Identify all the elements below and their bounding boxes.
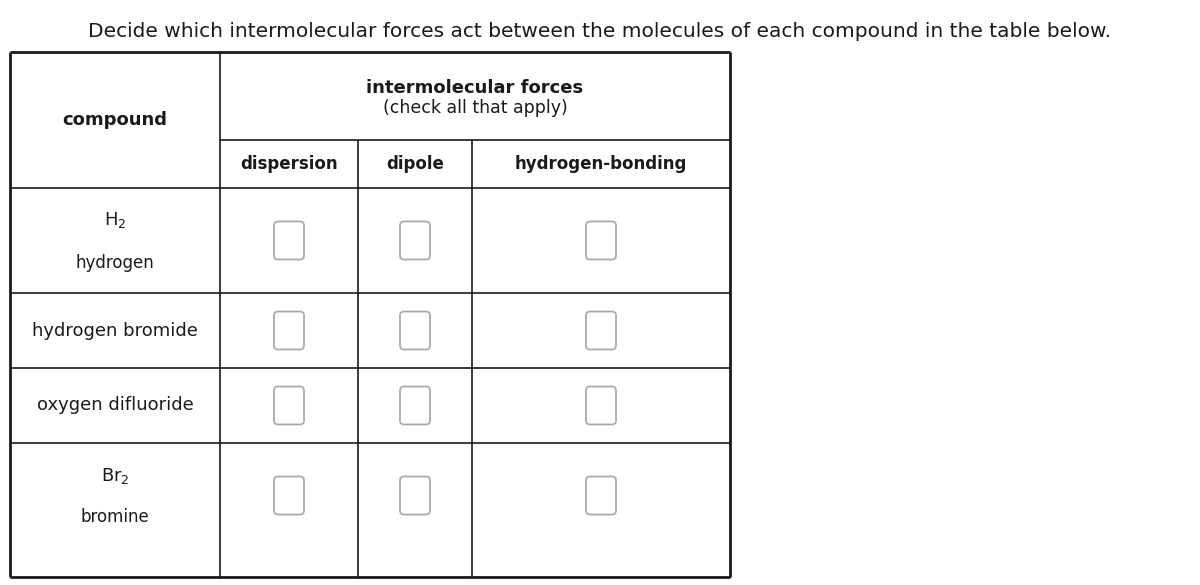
- Text: oxygen difluoride: oxygen difluoride: [37, 397, 193, 415]
- Text: dipole: dipole: [386, 155, 444, 173]
- FancyBboxPatch shape: [400, 387, 430, 425]
- FancyBboxPatch shape: [274, 387, 304, 425]
- Text: dispersion: dispersion: [240, 155, 338, 173]
- Text: Br$_2$: Br$_2$: [101, 466, 130, 486]
- Text: Decide which intermolecular forces act between the molecules of each compound in: Decide which intermolecular forces act b…: [89, 22, 1111, 41]
- FancyBboxPatch shape: [274, 222, 304, 260]
- FancyBboxPatch shape: [400, 222, 430, 260]
- FancyBboxPatch shape: [586, 387, 616, 425]
- FancyBboxPatch shape: [400, 477, 430, 514]
- Text: intermolecular forces: intermolecular forces: [366, 79, 583, 97]
- FancyBboxPatch shape: [586, 311, 616, 349]
- Text: hydrogen-bonding: hydrogen-bonding: [515, 155, 688, 173]
- Text: hydrogen: hydrogen: [76, 253, 155, 271]
- Text: bromine: bromine: [80, 508, 149, 526]
- FancyBboxPatch shape: [586, 477, 616, 514]
- Text: hydrogen bromide: hydrogen bromide: [32, 322, 198, 339]
- Text: (check all that apply): (check all that apply): [383, 99, 568, 117]
- FancyBboxPatch shape: [274, 311, 304, 349]
- Text: compound: compound: [62, 111, 168, 129]
- FancyBboxPatch shape: [274, 477, 304, 514]
- FancyBboxPatch shape: [400, 311, 430, 349]
- FancyBboxPatch shape: [586, 222, 616, 260]
- Text: H$_2$: H$_2$: [103, 211, 126, 230]
